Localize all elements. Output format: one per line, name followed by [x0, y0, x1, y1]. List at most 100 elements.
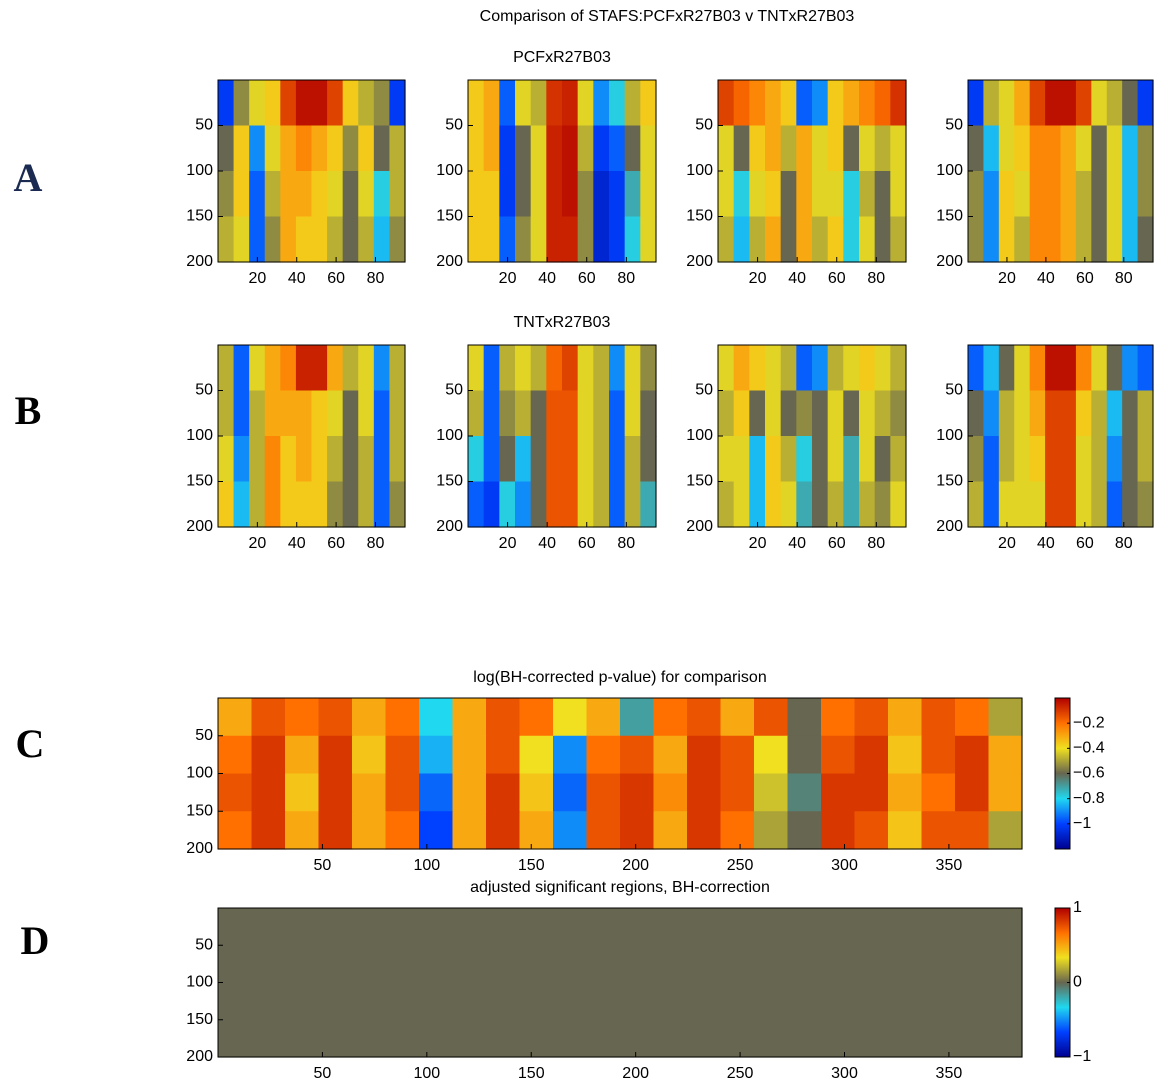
x-tick-label: 50 — [314, 1065, 332, 1082]
panel-label: D — [21, 918, 50, 963]
colorbar-band — [1055, 736, 1070, 738]
colorbar-band — [1055, 1027, 1070, 1029]
heatmap-cell — [1060, 436, 1077, 483]
heatmap-cell — [1014, 171, 1031, 218]
colorbar-band — [1055, 974, 1070, 976]
heatmap-cell — [955, 811, 990, 850]
heatmap-cell — [373, 216, 391, 263]
heatmap-cell — [780, 390, 797, 437]
colorbar-band — [1055, 962, 1070, 964]
colorbar-band — [1055, 1004, 1070, 1006]
heatmap-cell — [515, 436, 532, 483]
colorbar-band — [1055, 731, 1070, 733]
colorbar-band — [1055, 969, 1070, 971]
heatmap-cell — [249, 171, 266, 218]
colorbar-band — [1055, 797, 1070, 799]
colorbar-band — [1055, 796, 1070, 798]
colorbar-band — [1055, 920, 1070, 922]
heatmap-cell — [609, 390, 626, 437]
heatmap-cell — [233, 80, 250, 127]
heatmap-cell — [358, 80, 375, 127]
heatmap-cell — [874, 125, 891, 172]
colorbar-band — [1055, 763, 1070, 765]
heatmap-cell — [1137, 80, 1154, 127]
colorbar-band — [1055, 841, 1070, 843]
heatmap-cell — [1122, 345, 1139, 392]
heatmap-cell — [1091, 216, 1108, 263]
heatmap-cell — [780, 216, 797, 263]
heatmap-cell — [765, 80, 782, 127]
colorbar-band — [1055, 1049, 1070, 1051]
heatmap-cell — [515, 216, 532, 263]
colorbar-band — [1055, 803, 1070, 805]
heatmap-cell — [765, 171, 782, 218]
colorbar-band — [1055, 738, 1070, 740]
colorbar-band — [1055, 820, 1070, 822]
colorbar-band — [1055, 830, 1070, 832]
colorbar-band — [1055, 1020, 1070, 1022]
heatmap-cell — [988, 735, 1023, 775]
heatmap-cell — [640, 390, 657, 437]
colorbar-band — [1055, 984, 1070, 986]
colorbar-band — [1055, 734, 1070, 736]
heatmap-cell — [483, 390, 500, 437]
colorbar-band — [1055, 835, 1070, 837]
heatmap-cell — [827, 125, 844, 172]
heatmap-cell — [515, 171, 532, 218]
y-tick-label: 50 — [195, 936, 213, 953]
heatmap-cell — [890, 390, 907, 437]
heatmap-cell — [562, 436, 579, 483]
colorbar-band — [1055, 1005, 1070, 1007]
colorbar-tick-label: −0.4 — [1073, 740, 1105, 757]
heatmap-cell — [955, 773, 990, 812]
colorbar-band — [1055, 990, 1070, 992]
colorbar-band — [1055, 785, 1070, 787]
colorbar-band — [1055, 754, 1070, 756]
colorbar-band — [1055, 771, 1070, 773]
heatmap-cell — [754, 811, 789, 850]
heatmap-cell — [718, 345, 735, 392]
x-tick-label: 80 — [367, 535, 385, 552]
heatmap-cell — [586, 735, 621, 775]
heatmap-cell — [859, 125, 876, 172]
heatmap-cell — [720, 811, 755, 850]
colorbar-band — [1055, 833, 1070, 835]
heatmap-cell — [620, 773, 655, 812]
colorbar-band — [1055, 914, 1070, 916]
colorbar-band — [1055, 817, 1070, 819]
y-tick-label: 150 — [686, 208, 713, 225]
x-tick-label: 20 — [248, 535, 266, 552]
colorbar-band — [1055, 955, 1070, 957]
heatmap-cell — [233, 345, 250, 392]
heatmap-cell — [718, 481, 735, 528]
x-tick-label: 300 — [831, 1065, 858, 1082]
heatmap-cell — [218, 436, 235, 483]
colorbar-band — [1055, 710, 1070, 712]
heatmap-cell — [1014, 390, 1031, 437]
heatmap-cell — [373, 436, 391, 483]
heatmap-cell — [765, 125, 782, 172]
y-tick-label: 150 — [436, 208, 463, 225]
heatmap-cell — [562, 80, 579, 127]
colorbar-band — [1055, 1053, 1070, 1055]
heatmap-cell — [295, 80, 313, 127]
heatmap-cell — [859, 80, 876, 127]
heatmap-cell — [609, 171, 626, 218]
heatmap-cell — [983, 171, 1000, 218]
heatmap-cell — [251, 698, 286, 737]
heatmap-cell — [874, 345, 891, 392]
heatmap-cell — [546, 125, 563, 172]
colorbar-band — [1055, 1030, 1070, 1032]
heatmap-cell — [749, 125, 766, 172]
x-tick-label: 40 — [1037, 270, 1055, 287]
colorbar-band — [1055, 991, 1070, 993]
heatmap-cell — [765, 390, 782, 437]
x-tick-label: 20 — [998, 535, 1016, 552]
heatmap-cell — [1075, 216, 1092, 263]
colorbar-band — [1055, 723, 1070, 725]
heatmap-cell — [859, 216, 876, 263]
colorbar-band — [1055, 700, 1070, 702]
heatmap-cell — [264, 481, 281, 528]
heatmap-cell — [812, 390, 829, 437]
heatmap-cell — [843, 80, 860, 127]
